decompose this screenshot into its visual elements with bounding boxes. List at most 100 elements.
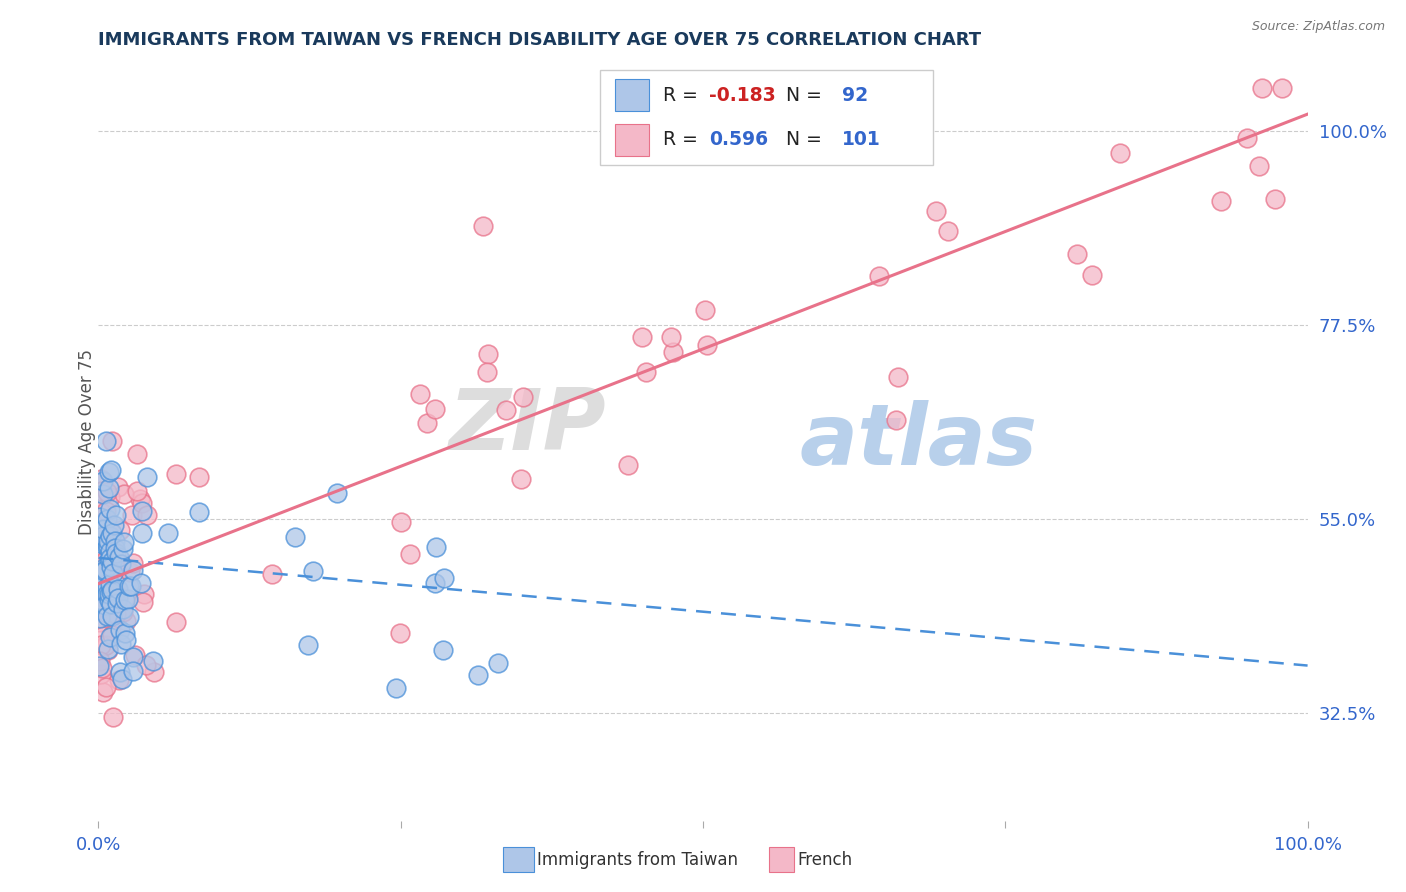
- Point: [90, 639, 112, 653]
- Point: [112, 592, 135, 607]
- Point: [471, 219, 494, 233]
- Point: [98, 630, 121, 644]
- Point: [399, 547, 422, 561]
- Point: [96, 434, 118, 448]
- Point: [129, 491, 152, 506]
- Point: [90, 599, 112, 614]
- Point: [101, 608, 124, 623]
- Point: [165, 615, 187, 629]
- Point: [925, 203, 948, 218]
- Point: [125, 447, 148, 461]
- Point: [91, 568, 114, 582]
- Point: [96, 680, 118, 694]
- Point: [96, 540, 118, 554]
- Point: [165, 467, 187, 481]
- Point: [105, 588, 128, 602]
- FancyBboxPatch shape: [614, 124, 648, 156]
- Point: [98, 465, 121, 479]
- Point: [131, 504, 153, 518]
- Point: [90, 666, 112, 681]
- Point: [89, 536, 111, 550]
- Point: [884, 413, 907, 427]
- Point: [91, 475, 114, 489]
- Point: [105, 546, 128, 560]
- Point: [1108, 145, 1130, 160]
- Point: [693, 303, 716, 318]
- Point: [107, 480, 129, 494]
- Point: [101, 566, 124, 580]
- Point: [93, 599, 115, 614]
- Point: [118, 579, 141, 593]
- Point: [93, 598, 115, 612]
- Point: [142, 665, 165, 679]
- Point: [115, 632, 138, 647]
- Point: [97, 533, 120, 548]
- Point: [91, 685, 114, 699]
- Text: IMMIGRANTS FROM TAIWAN VS FRENCH DISABILITY AGE OVER 75 CORRELATION CHART: IMMIGRANTS FROM TAIWAN VS FRENCH DISABIL…: [98, 31, 981, 49]
- Point: [98, 598, 121, 612]
- Point: [1080, 268, 1102, 282]
- Point: [96, 609, 118, 624]
- Point: [423, 575, 446, 590]
- Text: N =: N =: [775, 86, 828, 104]
- Point: [104, 508, 127, 522]
- Point: [467, 668, 489, 682]
- Point: [326, 486, 349, 500]
- Point: [100, 628, 122, 642]
- Point: [425, 541, 447, 555]
- Point: [112, 535, 135, 549]
- Point: [117, 592, 139, 607]
- Point: [121, 649, 143, 664]
- Point: [495, 403, 517, 417]
- Point: [302, 564, 325, 578]
- Point: [94, 638, 117, 652]
- Point: [97, 481, 120, 495]
- Point: [89, 509, 111, 524]
- Point: [100, 585, 122, 599]
- Point: [108, 604, 131, 618]
- Point: [131, 595, 153, 609]
- Point: [132, 587, 155, 601]
- Text: French: French: [797, 851, 852, 869]
- Point: [475, 365, 498, 379]
- Point: [96, 484, 118, 499]
- Point: [118, 565, 141, 579]
- Text: 101: 101: [842, 130, 880, 149]
- Point: [112, 602, 135, 616]
- Point: [96, 587, 118, 601]
- Point: [121, 508, 143, 522]
- Text: R =: R =: [664, 130, 704, 149]
- Point: [509, 472, 531, 486]
- Point: [104, 559, 127, 574]
- Point: [1250, 81, 1272, 95]
- Point: [631, 330, 654, 344]
- Point: [124, 648, 146, 662]
- Point: [433, 571, 456, 585]
- Point: [115, 614, 138, 628]
- Point: [105, 596, 128, 610]
- Point: [94, 530, 117, 544]
- Point: [103, 517, 125, 532]
- Point: [486, 657, 509, 671]
- Point: [432, 642, 454, 657]
- Point: [96, 571, 118, 585]
- Point: [87, 567, 110, 582]
- Point: [91, 487, 114, 501]
- Text: 0.596: 0.596: [709, 130, 768, 149]
- Point: [89, 571, 111, 585]
- Point: [131, 575, 153, 590]
- Point: [938, 224, 960, 238]
- Point: [89, 484, 111, 499]
- Point: [96, 550, 118, 565]
- Point: [93, 522, 115, 536]
- Point: [110, 637, 132, 651]
- Point: [108, 623, 131, 637]
- FancyBboxPatch shape: [600, 70, 932, 165]
- Point: [90, 661, 112, 675]
- Point: [98, 529, 121, 543]
- Point: [87, 596, 110, 610]
- Point: [1264, 192, 1286, 206]
- Point: [262, 566, 284, 581]
- Point: [887, 370, 910, 384]
- Point: [389, 625, 412, 640]
